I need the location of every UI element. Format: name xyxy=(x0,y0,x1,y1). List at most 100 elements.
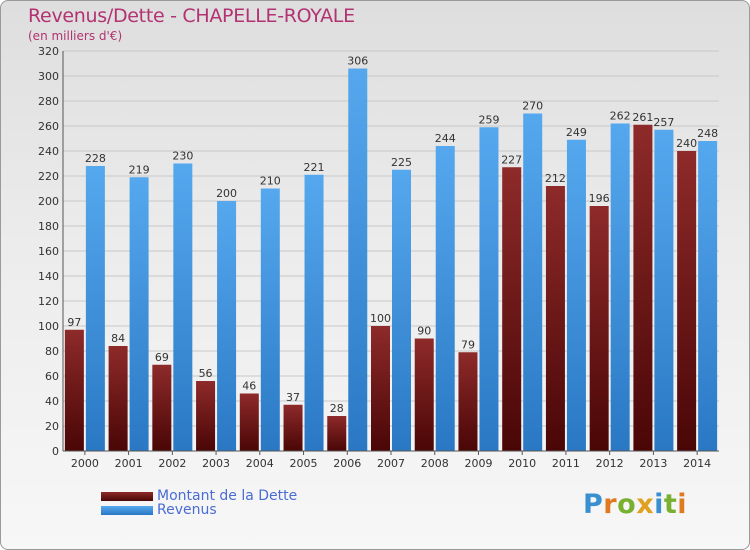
x-tick-label: 2007 xyxy=(377,457,405,470)
y-tick-label: 320 xyxy=(38,45,59,58)
data-label-dette: 46 xyxy=(242,380,256,393)
y-tick-label: 200 xyxy=(38,195,59,208)
y-tick-label: 120 xyxy=(38,295,59,308)
y-tick-label: 260 xyxy=(38,120,59,133)
bar-dette xyxy=(283,404,303,451)
bar-revenus xyxy=(217,201,237,451)
data-label-revenus: 219 xyxy=(129,163,150,176)
logo-letter: t xyxy=(663,489,678,520)
data-label-revenus: 225 xyxy=(391,156,412,169)
bar-revenus xyxy=(85,166,105,451)
bar-dette xyxy=(327,416,347,451)
y-tick-label: 300 xyxy=(38,70,59,83)
data-label-revenus: 270 xyxy=(522,100,543,113)
bar-dette xyxy=(414,338,434,451)
bar-revenus xyxy=(479,127,499,451)
data-label-dette: 196 xyxy=(589,192,610,205)
bar-revenus xyxy=(698,141,718,451)
bar-revenus xyxy=(392,169,411,451)
data-label-revenus: 249 xyxy=(566,126,587,139)
data-label-dette: 79 xyxy=(461,338,475,351)
data-label-dette: 84 xyxy=(111,332,125,345)
bar-dette xyxy=(545,186,565,451)
logo-letter: x xyxy=(636,489,655,520)
x-tick-label: 2001 xyxy=(115,457,143,470)
x-tick-label: 2002 xyxy=(158,457,186,470)
x-tick-label: 2012 xyxy=(596,457,624,470)
y-tick-label: 20 xyxy=(45,420,59,433)
legend-swatch-dette xyxy=(101,491,153,501)
data-label-revenus: 257 xyxy=(653,116,674,129)
y-tick-label: 220 xyxy=(38,170,59,183)
data-label-dette: 69 xyxy=(155,351,169,364)
y-tick-label: 160 xyxy=(38,245,59,258)
data-label-revenus: 262 xyxy=(610,110,631,123)
data-label-dette: 90 xyxy=(417,325,431,338)
bar-dette xyxy=(108,346,128,451)
bar-revenus xyxy=(435,146,455,451)
bar-dette xyxy=(64,329,84,451)
y-tick-label: 180 xyxy=(38,220,59,233)
x-tick-label: 2011 xyxy=(552,457,580,470)
x-tick-label: 2013 xyxy=(639,457,667,470)
data-label-revenus: 306 xyxy=(347,55,368,68)
legend-item-revenus: Revenus xyxy=(101,502,217,518)
data-label-dette: 261 xyxy=(632,111,653,124)
y-tick-label: 100 xyxy=(38,320,59,333)
bar-dette xyxy=(458,352,478,451)
y-tick-label: 280 xyxy=(38,95,59,108)
bar-revenus xyxy=(304,174,324,451)
y-tick-label: 140 xyxy=(38,270,59,283)
bar-dette xyxy=(633,124,653,451)
x-tick-label: 2008 xyxy=(421,457,449,470)
legend-label-revenus: Revenus xyxy=(157,502,217,518)
bar-dette xyxy=(502,167,522,451)
bar-revenus xyxy=(523,113,543,451)
logo-letter: i xyxy=(677,489,688,520)
bar-dette xyxy=(677,151,697,451)
logo-letter: P xyxy=(583,489,604,520)
data-label-revenus: 228 xyxy=(85,152,106,165)
proxiti-logo: Proxiti xyxy=(583,489,687,520)
logo-letter: i xyxy=(654,489,664,520)
x-tick-label: 2006 xyxy=(333,457,361,470)
bar-revenus xyxy=(654,129,674,451)
legend-item-dette: Montant de la Dette xyxy=(101,488,297,504)
data-label-revenus: 244 xyxy=(435,132,456,145)
bar-dette xyxy=(371,326,390,451)
y-tick-label: 40 xyxy=(45,395,59,408)
y-tick-label: 240 xyxy=(38,145,59,158)
bar-dette xyxy=(239,393,259,451)
data-label-dette: 100 xyxy=(370,312,391,325)
chart-title: Revenus/Dette - CHAPELLE-ROYALE xyxy=(28,5,355,27)
x-tick-label: 2005 xyxy=(290,457,318,470)
bar-revenus xyxy=(129,177,149,451)
x-tick-label: 2014 xyxy=(683,457,711,470)
logo-letter: r xyxy=(603,489,618,520)
data-label-dette: 97 xyxy=(67,316,81,329)
data-label-dette: 28 xyxy=(330,402,344,415)
bar-revenus xyxy=(566,139,586,451)
data-label-dette: 227 xyxy=(501,153,522,166)
x-tick-label: 2003 xyxy=(202,457,230,470)
data-label-revenus: 259 xyxy=(478,113,499,126)
y-tick-label: 0 xyxy=(52,445,59,458)
bar-revenus xyxy=(173,163,193,451)
data-label-revenus: 210 xyxy=(260,175,281,188)
chart-subtitle: (en milliers d'€) xyxy=(28,29,123,43)
data-label-revenus: 200 xyxy=(216,187,237,200)
legend-swatch-revenus xyxy=(101,505,153,515)
data-label-dette: 56 xyxy=(199,367,213,380)
data-label-revenus: 248 xyxy=(697,127,718,140)
bar-revenus xyxy=(348,68,368,451)
bar-dette xyxy=(196,381,216,451)
bar-dette xyxy=(589,206,609,451)
data-label-revenus: 221 xyxy=(304,161,325,174)
x-tick-label: 2009 xyxy=(464,457,492,470)
x-tick-label: 2010 xyxy=(508,457,536,470)
y-tick-label: 60 xyxy=(45,370,59,383)
bar-revenus xyxy=(610,123,630,451)
x-tick-label: 2004 xyxy=(246,457,274,470)
